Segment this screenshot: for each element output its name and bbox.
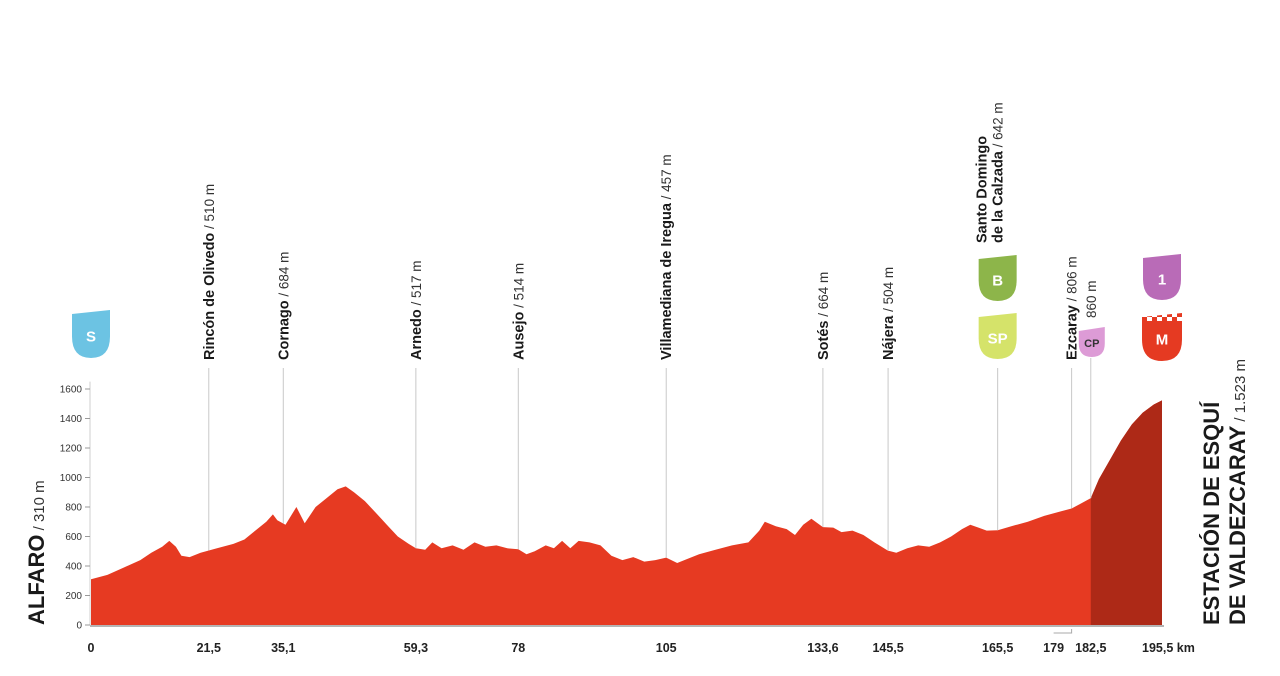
waypoint-name: Arnedo / 517 m bbox=[409, 260, 425, 360]
badge-mountain-cat: 1 bbox=[1143, 254, 1181, 300]
y-axis: 0 200 400 600 800 1000 1200 1400 1600 bbox=[60, 381, 91, 632]
x-tick-label: 195,5 km bbox=[1142, 641, 1195, 655]
checker-square bbox=[1167, 317, 1172, 321]
waypoint-label: 860 m bbox=[1084, 280, 1099, 318]
badge-sp: SP bbox=[978, 313, 1017, 359]
finish-name-line2: DE VALDEZCARAY / 1.523 m bbox=[1225, 359, 1250, 625]
elevation-profile bbox=[91, 400, 1162, 625]
waypoint-altitude: / 457 m bbox=[659, 154, 674, 203]
start-label: ALFARO / 310 m bbox=[24, 480, 49, 625]
waypoint-label: Sotés / 664 m bbox=[816, 272, 832, 360]
connector-179 bbox=[1053, 629, 1073, 634]
waypoint-name: Ezcaray / 806 m bbox=[1065, 256, 1081, 360]
start-badge: S bbox=[72, 310, 110, 358]
waypoint-name: Nájera / 504 m bbox=[881, 267, 897, 360]
start-altitude: / 310 m bbox=[31, 480, 48, 534]
checker-square bbox=[1152, 313, 1157, 317]
badge-mountain-cat-label: 1 bbox=[1158, 271, 1166, 288]
badge-sp-label: SP bbox=[988, 330, 1008, 347]
y-tick-label: 400 bbox=[65, 562, 82, 573]
finish-name: ESTACIÓN DE ESQUÍ bbox=[1199, 401, 1224, 625]
checker-square bbox=[1162, 313, 1167, 317]
x-tick-label: 78 bbox=[511, 641, 525, 655]
checker-square bbox=[1142, 313, 1147, 317]
waypoint-altitude: / 664 m bbox=[816, 272, 831, 321]
start-name: ALFARO / 310 m bbox=[24, 480, 49, 625]
waypoint-label: Nájera / 504 m bbox=[881, 267, 897, 360]
x-tick-label: 35,1 bbox=[271, 641, 295, 655]
checker-square bbox=[1157, 317, 1162, 321]
x-tick-label: 0 bbox=[88, 641, 95, 655]
waypoint-name-line2: de la Calzada / 642 m bbox=[991, 102, 1007, 243]
x-tick-label: 133,6 bbox=[807, 641, 838, 655]
waypoint-label: Cornago / 684 m bbox=[276, 252, 292, 360]
waypoint-altitude: / 504 m bbox=[881, 267, 896, 316]
x-tick-label: 179 bbox=[1043, 641, 1064, 655]
waypoint-guides bbox=[208, 358, 1092, 558]
y-tick-label: 800 bbox=[65, 503, 82, 514]
y-tick-label: 600 bbox=[65, 532, 82, 543]
start-badge-label: S bbox=[86, 329, 96, 346]
waypoint-label: Ausejo / 514 m bbox=[511, 263, 527, 360]
profile-area bbox=[91, 400, 1162, 625]
waypoint-name: Santo Domingo bbox=[975, 136, 991, 243]
waypoint-altitude: 860 m bbox=[1084, 280, 1099, 318]
waypoint-label: Arnedo / 517 m bbox=[409, 260, 425, 360]
x-tick-label: 21,5 bbox=[197, 641, 221, 655]
badge-cp: CP bbox=[1078, 327, 1105, 357]
finish-altitude: / 1.523 m bbox=[1232, 359, 1249, 426]
waypoint-labels: Rincón de Olivedo / 510 m Cornago / 684 m… bbox=[202, 102, 1099, 360]
checker-square bbox=[1147, 317, 1152, 321]
checker-square bbox=[1172, 313, 1177, 317]
final-climb-area bbox=[1090, 400, 1162, 625]
y-tick-label: 1600 bbox=[60, 385, 83, 396]
waypoint-name: Sotés / 664 m bbox=[816, 272, 832, 360]
x-tick-label: 145,5 bbox=[872, 641, 903, 655]
badge-b-label: B bbox=[992, 272, 1003, 289]
x-axis: 0 21,5 35,1 59,3 78 105 133,6 145,5 165,5 179 182,… bbox=[88, 625, 1195, 655]
waypoint-altitude: / 514 m bbox=[511, 263, 526, 312]
x-tick-label: 165,5 bbox=[982, 641, 1013, 655]
x-tick-label: 105 bbox=[656, 641, 677, 655]
waypoint-altitude: / 684 m bbox=[276, 252, 291, 301]
waypoint-name: Ausejo / 514 m bbox=[511, 263, 527, 360]
waypoint-label: Santo Domingo de la Calzada / 642 m bbox=[975, 102, 1007, 243]
badge-finish-label: M bbox=[1156, 332, 1169, 349]
y-tick-label: 0 bbox=[76, 621, 82, 632]
x-tick-label: 182,5 bbox=[1075, 641, 1106, 655]
waypoint-name: Cornago / 684 m bbox=[276, 252, 292, 360]
waypoint-label: Rincón de Olivedo / 510 m bbox=[202, 184, 218, 360]
waypoint-altitude: / 510 m bbox=[202, 184, 217, 233]
waypoint-label: Ezcaray / 806 m bbox=[1065, 256, 1081, 360]
waypoint-name: 860 m bbox=[1084, 280, 1099, 318]
finish-label: ESTACIÓN DE ESQUÍ DE VALDEZCARAY / 1.523 … bbox=[1199, 359, 1250, 625]
classification-badges: S B SP CP 1 M bbox=[72, 254, 1182, 361]
checker-square bbox=[1177, 317, 1182, 321]
waypoint-label: Villamediana de Iregua / 457 m bbox=[659, 154, 675, 360]
y-tick-label: 200 bbox=[65, 591, 82, 602]
waypoint-altitude: / 642 m bbox=[991, 102, 1006, 151]
waypoint-altitude: / 517 m bbox=[409, 260, 424, 309]
y-tick-label: 1400 bbox=[60, 414, 83, 425]
x-tick-label: 59,3 bbox=[404, 641, 428, 655]
y-tick-label: 1000 bbox=[60, 473, 83, 484]
waypoint-name: Rincón de Olivedo / 510 m bbox=[202, 184, 218, 360]
badge-b: B bbox=[978, 255, 1017, 301]
waypoint-name: Villamediana de Iregua / 457 m bbox=[659, 154, 675, 360]
waypoint-altitude: / 806 m bbox=[1065, 256, 1080, 305]
badge-finish: M bbox=[1142, 313, 1182, 361]
y-tick-label: 1200 bbox=[60, 444, 83, 455]
badge-cp-label: CP bbox=[1084, 338, 1099, 350]
